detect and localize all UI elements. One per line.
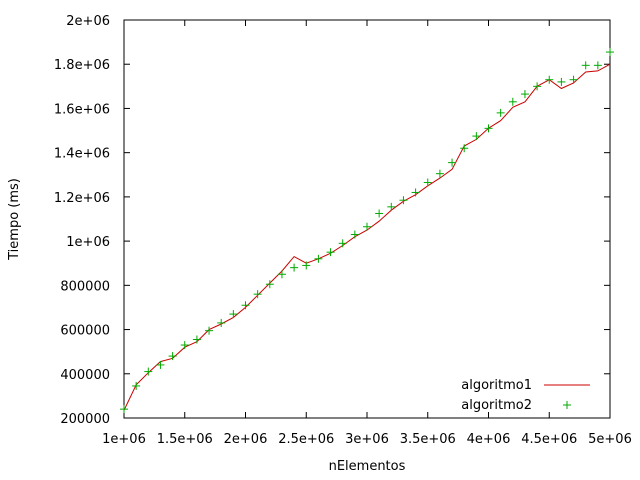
data-point-algoritmo2 [375, 209, 384, 218]
data-point-algoritmo2 [229, 310, 238, 319]
y-axis: 200000 400000 600000 800000 1e+06 1.2e+06 1.4e… [54, 14, 610, 427]
y-tick-label: 1.8e+06 [54, 58, 110, 73]
y-tick-label: 1e+06 [66, 235, 110, 250]
data-point-algoritmo2 [265, 280, 274, 289]
series-line-algoritmo1 [123, 63, 611, 411]
data-point-algoritmo2 [545, 75, 554, 84]
data-point-algoritmo2 [435, 169, 444, 178]
data-point-algoritmo2 [277, 270, 286, 279]
data-point-algoritmo2 [460, 144, 469, 153]
data-point-algoritmo2 [205, 326, 214, 335]
data-point-algoritmo2 [144, 367, 153, 376]
y-tick-label: 1.6e+06 [54, 102, 110, 117]
data-point-algoritmo2 [593, 61, 602, 70]
legend-label-algoritmo1: algoritmo1 [461, 378, 532, 393]
x-tick-label: 3.5e+06 [400, 432, 456, 447]
data-point-algoritmo2 [606, 48, 614, 57]
legend-marker-algoritmo2 [563, 401, 571, 409]
data-point-algoritmo2 [484, 124, 493, 133]
x-tick-label: 1.5e+06 [157, 432, 213, 447]
data-point-algoritmo2 [520, 90, 529, 99]
data-point-algoritmo2 [533, 82, 542, 91]
x-axis: 1e+06 1.5e+06 2e+06 2.5e+06 3e+06 3.5e+06 4e+0… [102, 20, 632, 447]
series-layer [120, 48, 614, 414]
data-point-algoritmo2 [241, 301, 250, 310]
data-point-algoritmo2 [217, 318, 226, 327]
y-tick-label: 800000 [60, 279, 110, 294]
data-point-algoritmo2 [399, 196, 408, 205]
data-point-algoritmo2 [411, 188, 420, 197]
data-point-algoritmo2 [350, 230, 359, 239]
data-point-algoritmo2 [508, 97, 517, 106]
data-point-algoritmo2 [363, 222, 371, 231]
data-point-algoritmo2 [180, 341, 189, 350]
data-point-algoritmo2 [557, 77, 566, 86]
legend-swatch-algoritmo2 [563, 401, 571, 409]
data-point-algoritmo2 [132, 381, 141, 390]
y-tick-label: 200000 [60, 412, 110, 427]
y-tick-label: 1.4e+06 [54, 147, 110, 162]
data-point-algoritmo2 [156, 360, 165, 369]
data-point-algoritmo2 [338, 239, 347, 248]
plot-frame [123, 19, 611, 419]
data-point-algoritmo2 [569, 75, 578, 84]
x-tick-label: 5e+06 [588, 432, 632, 447]
x-tick-label: 4e+06 [467, 432, 511, 447]
data-point-algoritmo2 [314, 254, 323, 263]
data-point-algoritmo2 [192, 335, 201, 344]
x-tick-label: 1e+06 [102, 432, 146, 447]
y-axis-label: Tiempo (ms) [7, 178, 22, 261]
data-point-algoritmo2 [581, 61, 590, 70]
y-tick-label: 600000 [60, 324, 110, 339]
data-point-algoritmo2 [387, 202, 396, 211]
y-tick-label: 400000 [60, 368, 110, 383]
y-tick-label: 1.2e+06 [54, 191, 110, 206]
data-point-algoritmo2 [448, 158, 457, 167]
data-point-algoritmo2 [290, 263, 299, 272]
data-point-algoritmo2 [302, 261, 311, 270]
x-tick-label: 2.5e+06 [278, 432, 334, 447]
data-point-algoritmo2 [472, 132, 481, 141]
legend: algoritmo1 algoritmo2 [461, 378, 590, 413]
data-point-algoritmo2 [326, 248, 335, 257]
legend-label-algoritmo2: algoritmo2 [461, 398, 532, 413]
data-point-algoritmo2 [120, 405, 128, 414]
data-point-algoritmo2 [253, 290, 262, 299]
data-point-algoritmo2 [168, 352, 177, 361]
data-point-algoritmo2 [496, 108, 505, 117]
x-tick-label: 3e+06 [345, 432, 389, 447]
x-tick-label: 4.5e+06 [521, 432, 577, 447]
x-axis-label: nElementos [329, 459, 406, 474]
data-point-algoritmo2 [423, 178, 432, 187]
x-tick-label: 2e+06 [224, 432, 268, 447]
y-tick-label: 2e+06 [66, 14, 110, 29]
